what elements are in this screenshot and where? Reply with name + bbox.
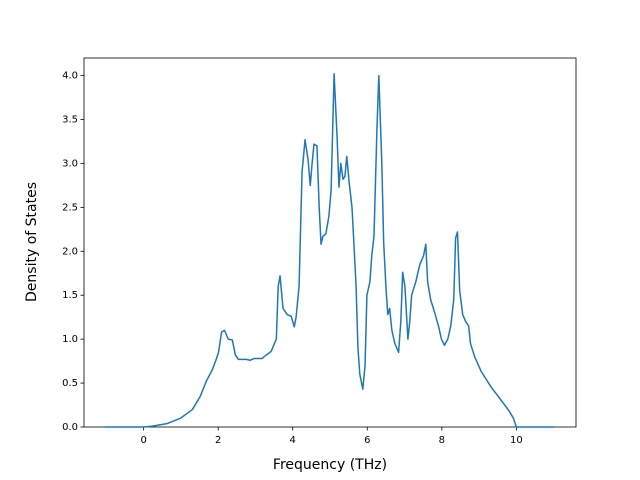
x-tick-label: 0 (140, 435, 146, 446)
x-tick-label: 8 (439, 435, 445, 446)
y-tick-label: 3.0 (62, 158, 78, 169)
y-tick-label: 1.5 (62, 290, 78, 301)
y-tick-label: 4.0 (62, 71, 78, 82)
x-tick-label: 10 (510, 435, 523, 446)
y-tick-label: 3.5 (62, 115, 78, 126)
y-tick-label: 1.0 (62, 334, 78, 345)
y-tick-label: 0.5 (62, 378, 78, 389)
x-tick-label: 2 (215, 435, 221, 446)
x-tick-label: 6 (364, 435, 370, 446)
y-tick-label: 0.0 (62, 422, 78, 433)
line-series (104, 73, 555, 428)
x-axis-label: Frequency (THz) (273, 457, 387, 473)
y-tick-label: 2.0 (62, 246, 78, 257)
y-tick-label: 2.5 (62, 202, 78, 213)
x-tick-label: 4 (290, 435, 296, 446)
axes-frame (83, 57, 577, 428)
y-axis-label: Density of States (24, 182, 40, 302)
